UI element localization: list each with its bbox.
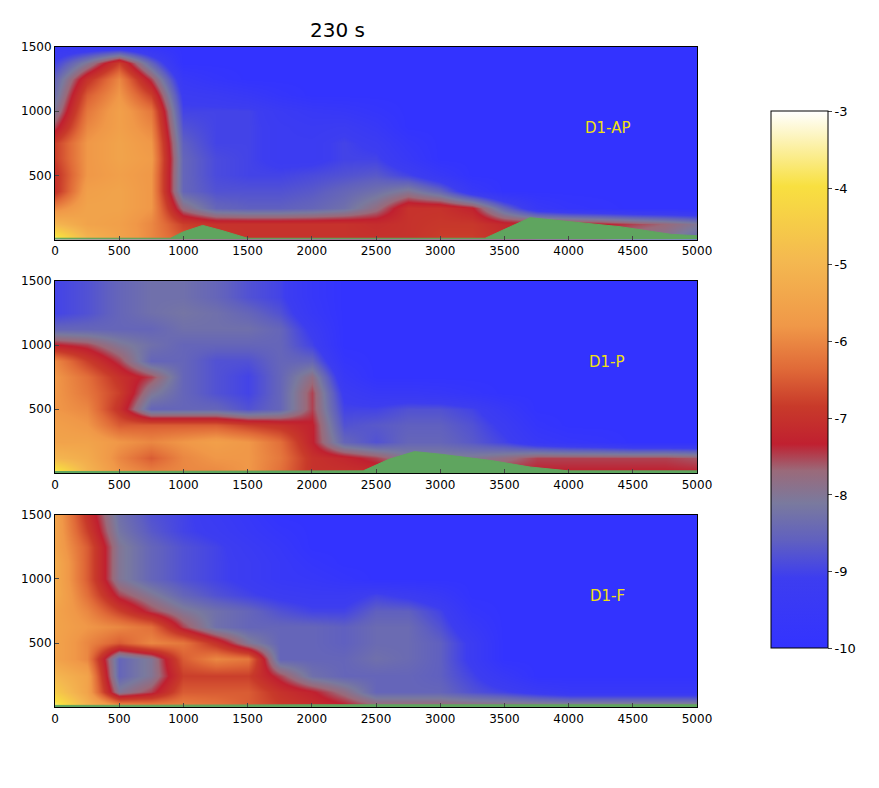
svg-text:2000: 2000 [297,244,328,258]
svg-text:500: 500 [108,712,131,726]
svg-text:500: 500 [29,402,52,416]
svg-text:0: 0 [51,478,59,492]
svg-text:2500: 2500 [361,478,392,492]
svg-text:-6: -6 [835,334,848,349]
svg-text:1500: 1500 [232,478,263,492]
svg-text:-10: -10 [835,641,856,656]
svg-text:5000: 5000 [682,478,713,492]
svg-text:1000: 1000 [168,712,199,726]
svg-text:1500: 1500 [232,712,263,726]
svg-text:1500: 1500 [21,40,52,54]
svg-text:4500: 4500 [618,478,649,492]
svg-text:5000: 5000 [682,244,713,258]
svg-text:1500: 1500 [232,244,263,258]
svg-text:0: 0 [51,712,59,726]
svg-text:-3: -3 [835,104,848,119]
svg-text:4500: 4500 [618,244,649,258]
svg-text:D1-AP: D1-AP [585,119,630,137]
svg-text:500: 500 [29,636,52,650]
svg-text:D1-F: D1-F [590,587,625,605]
svg-text:2500: 2500 [361,244,392,258]
svg-text:5000: 5000 [682,712,713,726]
svg-text:-9: -9 [835,564,848,579]
svg-text:4000: 4000 [553,478,584,492]
svg-text:1500: 1500 [21,508,52,522]
svg-text:2000: 2000 [297,478,328,492]
svg-text:1000: 1000 [168,478,199,492]
svg-text:500: 500 [29,169,52,183]
svg-text:3000: 3000 [425,478,456,492]
svg-text:4500: 4500 [618,712,649,726]
svg-text:1000: 1000 [21,338,52,352]
svg-text:2000: 2000 [297,712,328,726]
svg-text:D1-P: D1-P [589,353,625,371]
svg-text:1000: 1000 [21,104,52,118]
svg-text:3000: 3000 [425,244,456,258]
svg-text:-8: -8 [835,487,848,502]
svg-text:4000: 4000 [553,244,584,258]
svg-text:500: 500 [108,478,131,492]
svg-text:0: 0 [51,244,59,258]
svg-text:3500: 3500 [489,244,520,258]
svg-text:-7: -7 [835,411,848,426]
svg-text:-4: -4 [835,181,848,196]
svg-text:1000: 1000 [168,244,199,258]
svg-text:230 s: 230 s [310,18,365,42]
svg-text:3000: 3000 [425,712,456,726]
svg-text:500: 500 [108,244,131,258]
svg-text:4000: 4000 [553,712,584,726]
svg-text:3500: 3500 [489,478,520,492]
svg-text:1500: 1500 [21,274,52,288]
svg-text:3500: 3500 [489,712,520,726]
svg-text:2500: 2500 [361,712,392,726]
svg-text:1000: 1000 [21,572,52,586]
svg-text:-5: -5 [835,257,848,272]
